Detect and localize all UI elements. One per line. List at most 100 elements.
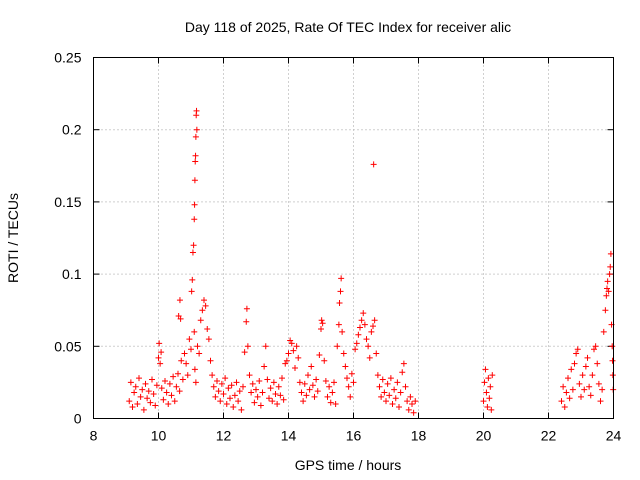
data-point: [191, 216, 198, 223]
data-point: [381, 389, 388, 396]
data-point: [179, 376, 186, 383]
data-point: [193, 126, 200, 133]
data-point: [345, 383, 352, 390]
data-point: [165, 401, 172, 408]
data-point: [192, 152, 199, 159]
data-point: [371, 317, 378, 324]
data-point: [253, 386, 259, 393]
data-point: [485, 375, 492, 382]
data-point: [314, 388, 321, 395]
data-point: [139, 386, 146, 393]
data-point: [215, 388, 222, 395]
data-point: [153, 382, 160, 389]
data-point: [373, 350, 380, 357]
data-point: [301, 380, 308, 387]
data-point: [132, 383, 139, 390]
data-point: [319, 320, 326, 327]
y-tick-label: 0.05: [54, 338, 81, 354]
data-point: [360, 310, 367, 317]
data-point: [270, 379, 277, 386]
data-point: [267, 385, 274, 392]
data-point: [594, 360, 601, 367]
data-point: [332, 401, 339, 408]
data-point: [400, 360, 407, 367]
data-point: [248, 389, 255, 396]
data-point: [308, 363, 315, 370]
data-point: [186, 336, 193, 343]
data-point: [262, 343, 269, 350]
data-point: [573, 350, 580, 357]
data-point: [243, 318, 250, 325]
data-points: [126, 107, 617, 416]
data-point: [603, 292, 610, 299]
data-point: [218, 380, 225, 387]
data-point: [318, 325, 324, 332]
data-point: [374, 372, 381, 379]
data-point: [571, 360, 578, 367]
data-point: [191, 201, 198, 208]
data-point: [266, 395, 272, 402]
data-point: [606, 271, 613, 278]
data-point: [412, 398, 419, 405]
data-point: [145, 388, 152, 395]
y-tick-label: 0.25: [54, 50, 81, 66]
data-point: [331, 379, 337, 386]
data-point: [227, 395, 233, 402]
data-point: [199, 307, 206, 314]
data-point: [293, 343, 300, 350]
data-point: [582, 363, 589, 370]
y-tick-label: 0.15: [54, 194, 81, 210]
data-point: [214, 377, 220, 384]
data-point: [402, 383, 409, 390]
data-point: [586, 383, 593, 390]
data-point: [171, 398, 178, 405]
data-point: [160, 396, 167, 403]
x-tick-label: 16: [346, 428, 362, 444]
data-point: [223, 401, 230, 408]
data-point: [155, 354, 162, 361]
data-point: [173, 383, 180, 390]
data-point: [605, 288, 612, 295]
data-point: [251, 399, 258, 406]
data-point: [189, 276, 196, 283]
data-point: [340, 350, 347, 357]
data-point: [192, 379, 199, 386]
data-point: [246, 372, 253, 379]
data-point: [480, 398, 487, 405]
data-point: [163, 389, 170, 396]
data-point: [233, 379, 240, 386]
data-point: [334, 343, 341, 350]
data-point: [387, 375, 394, 382]
data-point: [295, 354, 302, 361]
data-point: [279, 375, 285, 382]
y-tick-label: 0.2: [62, 122, 82, 138]
data-point: [404, 398, 411, 405]
data-point: [191, 366, 198, 373]
data-point: [592, 343, 599, 350]
data-point: [322, 377, 329, 384]
data-point: [560, 383, 567, 390]
data-point: [175, 370, 181, 377]
data-point: [212, 393, 219, 400]
data-point: [197, 317, 204, 324]
data-point: [275, 383, 282, 390]
data-point: [350, 379, 357, 386]
data-point: [236, 388, 243, 395]
data-point: [604, 278, 611, 285]
grid: [93, 57, 614, 419]
data-point: [576, 380, 583, 387]
data-point: [261, 363, 268, 370]
data-point: [181, 350, 188, 357]
data-point: [484, 403, 491, 410]
data-point: [309, 382, 316, 389]
data-point: [405, 406, 412, 413]
data-point: [589, 372, 596, 379]
data-point: [581, 386, 588, 393]
data-point: [353, 340, 360, 347]
data-point: [140, 406, 147, 413]
data-point: [489, 372, 496, 379]
data-point: [149, 376, 155, 383]
data-point: [384, 380, 391, 387]
data-point: [190, 242, 197, 249]
chart-title: Day 118 of 2025, Rate Of TEC Index for r…: [185, 19, 511, 35]
